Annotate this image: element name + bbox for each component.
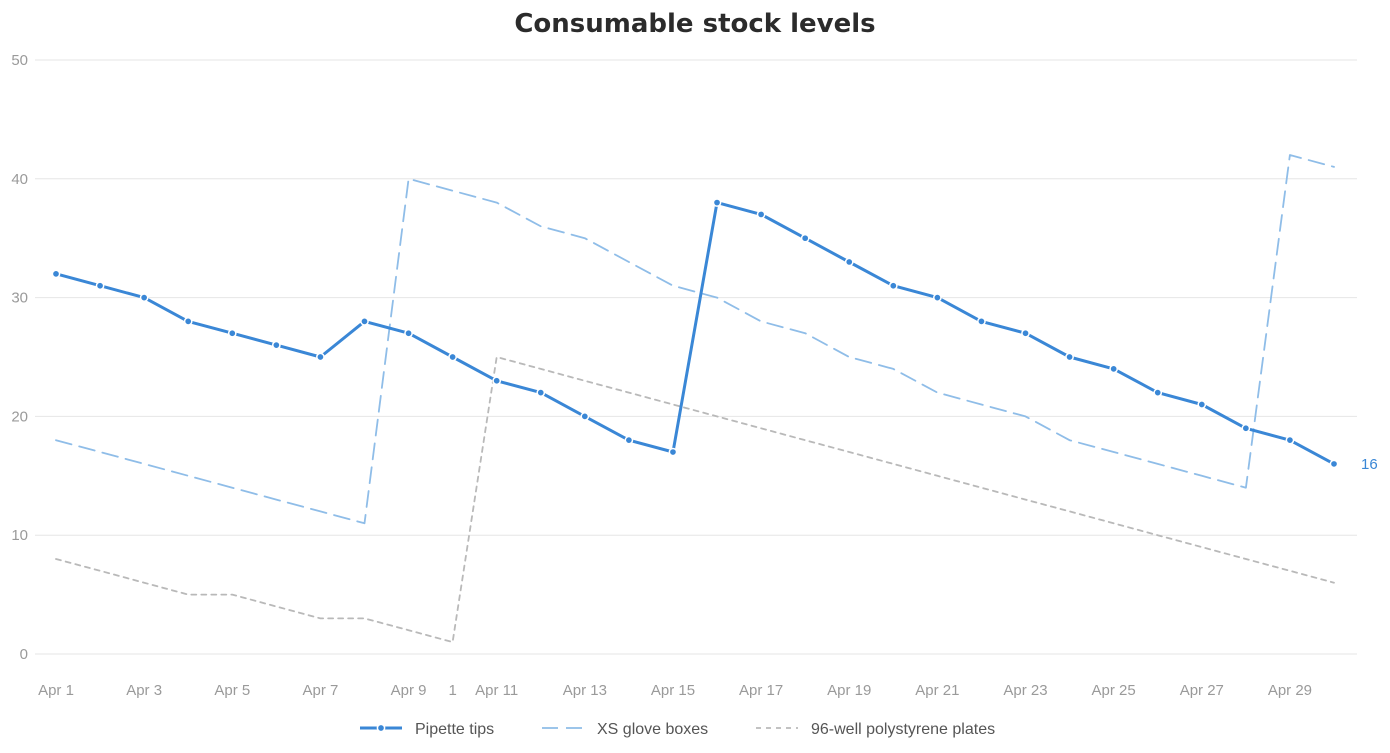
series-line-2 — [55, 356, 1335, 643]
data-point — [448, 352, 457, 362]
y-tick-label: 50 — [11, 52, 28, 69]
data-point — [316, 352, 325, 362]
legend-label: XS glove boxes — [597, 721, 708, 738]
y-tick-label: 10 — [11, 527, 28, 544]
series-line-1 — [55, 154, 1335, 525]
data-point — [271, 340, 281, 350]
x-tick-label: Apr 1 — [38, 682, 74, 699]
legend-label: 96-well polystyrene plates — [811, 721, 995, 738]
x-tick-label: Apr 11 — [475, 682, 518, 699]
y-tick-label: 40 — [11, 171, 28, 188]
data-point — [1329, 459, 1339, 469]
data-point — [183, 317, 193, 326]
x-axis-ticks: Apr 1 Apr 3 Apr 5 Apr 7 Apr 9 Apr 11 Apr 13 Apr… — [38, 682, 1312, 699]
annotation-label: 16 — [1361, 456, 1378, 473]
x-tick-label: Apr 13 — [563, 682, 607, 699]
series-layer — [51, 154, 1339, 643]
data-point — [844, 257, 854, 267]
x-tick-label: Apr 19 — [827, 682, 871, 699]
x-tick-label: Apr 23 — [1003, 682, 1047, 699]
data-point — [712, 198, 722, 207]
data-point — [404, 328, 413, 338]
legend: Pipette tips XS glove boxes 96-well polyst… — [360, 721, 995, 738]
data-point — [888, 281, 898, 291]
legend-label: Pipette tips — [415, 721, 494, 738]
x-tick-label: Apr 9 — [391, 682, 427, 699]
x-tick-label: Apr 3 — [126, 682, 162, 699]
y-axis-ticks: 0 10 20 30 40 50 — [11, 52, 28, 663]
data-point — [624, 435, 634, 445]
y-tick-label: 30 — [11, 290, 28, 307]
y-tick-label: 20 — [11, 408, 28, 425]
series-line-0 — [54, 201, 1336, 466]
data-point — [492, 376, 502, 386]
x-tick-label: Apr 29 — [1268, 682, 1312, 699]
y-tick-label: 0 — [20, 646, 28, 663]
data-point — [1285, 435, 1295, 445]
grid — [35, 59, 1357, 655]
x-tick-label: Apr 5 — [214, 682, 250, 699]
data-point — [580, 412, 590, 421]
data-point — [1021, 328, 1030, 338]
legend-marker — [376, 723, 386, 733]
data-point — [1065, 352, 1074, 362]
data-point — [51, 269, 61, 279]
x-tick-label: Apr 25 — [1092, 682, 1136, 699]
x-tick-label: Apr 21 — [915, 682, 959, 699]
x-tick-label: Apr 17 — [739, 682, 783, 699]
data-point — [536, 388, 546, 397]
data-point — [977, 317, 986, 326]
x-tick-label: Apr 27 — [1180, 682, 1224, 699]
data-point — [1197, 400, 1207, 409]
annotations: 1 16 — [448, 456, 1377, 699]
data-point — [139, 293, 149, 302]
data-point — [668, 447, 678, 457]
data-point — [95, 281, 105, 291]
data-point — [800, 233, 810, 243]
annotation-label: 1 — [448, 682, 456, 699]
data-point — [756, 210, 766, 219]
data-point — [1153, 388, 1163, 397]
data-point — [933, 293, 942, 302]
x-tick-label: Apr 15 — [651, 682, 695, 699]
chart-title: Consumable stock levels — [514, 9, 875, 39]
data-point — [227, 328, 237, 338]
data-point — [1241, 423, 1251, 433]
data-point — [1109, 364, 1119, 374]
x-tick-label: Apr 7 — [302, 682, 338, 699]
data-point — [360, 317, 369, 326]
